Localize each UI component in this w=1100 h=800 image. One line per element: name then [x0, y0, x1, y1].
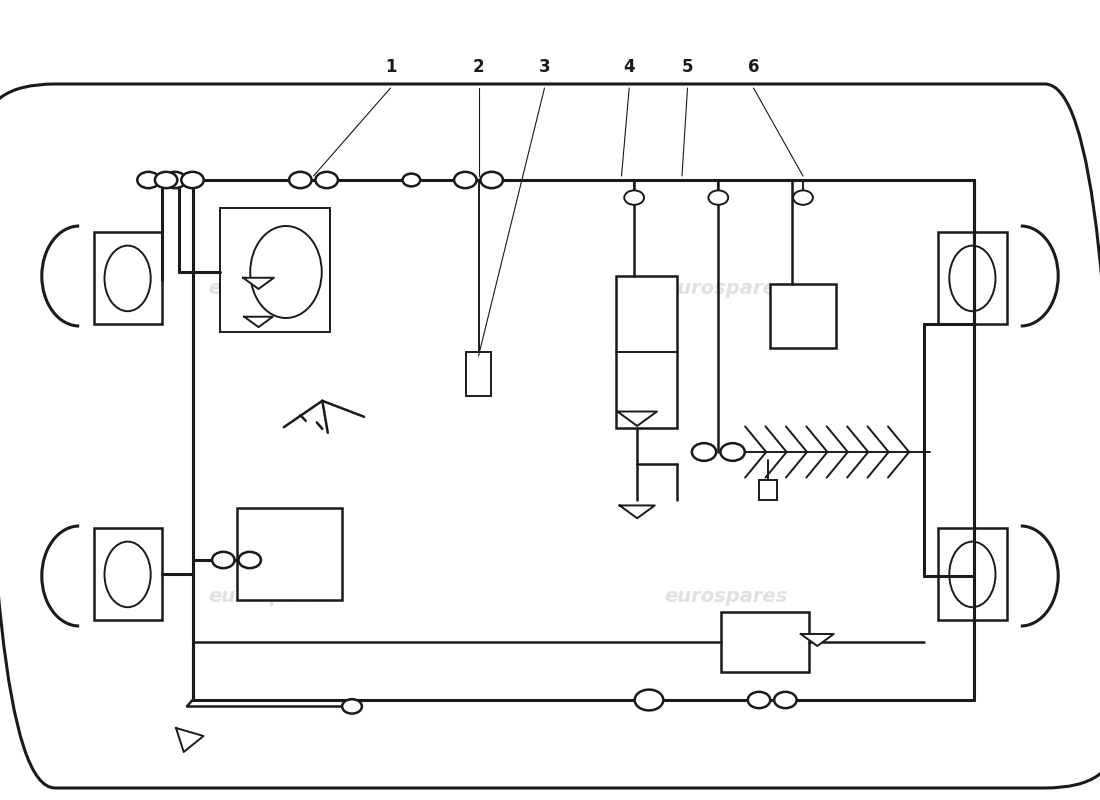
Bar	[466, 352, 491, 396]
Text: eurospares: eurospares	[208, 278, 331, 298]
Text: 3: 3	[539, 58, 550, 76]
Polygon shape	[801, 634, 834, 646]
Text: 6: 6	[748, 58, 759, 76]
Bar	[94, 232, 162, 324]
Circle shape	[481, 172, 503, 188]
Circle shape	[454, 172, 476, 188]
Bar	[759, 480, 777, 500]
Circle shape	[182, 172, 204, 188]
Circle shape	[289, 172, 311, 188]
Circle shape	[164, 172, 186, 188]
Bar	[220, 208, 330, 332]
Circle shape	[316, 172, 338, 188]
Circle shape	[212, 552, 234, 568]
Text: 1: 1	[385, 58, 396, 76]
Text: 5: 5	[682, 58, 693, 76]
Bar	[720, 612, 808, 672]
Text: 2: 2	[473, 58, 484, 76]
Circle shape	[635, 690, 663, 710]
Circle shape	[774, 692, 796, 708]
Circle shape	[748, 692, 770, 708]
Circle shape	[708, 190, 728, 205]
Circle shape	[625, 190, 644, 205]
Bar	[94, 528, 162, 620]
Polygon shape	[243, 278, 274, 289]
Circle shape	[720, 443, 745, 461]
Text: eurospares: eurospares	[208, 586, 331, 606]
Polygon shape	[617, 411, 657, 426]
Bar	[938, 528, 1006, 620]
Circle shape	[793, 190, 813, 205]
Circle shape	[342, 699, 362, 714]
Circle shape	[692, 443, 716, 461]
Text: eurospares: eurospares	[664, 278, 788, 298]
Polygon shape	[619, 506, 654, 518]
Bar	[616, 276, 676, 428]
Polygon shape	[176, 728, 204, 752]
Bar	[236, 508, 342, 600]
Circle shape	[403, 174, 420, 186]
Circle shape	[155, 172, 177, 188]
Polygon shape	[244, 317, 273, 327]
Circle shape	[239, 552, 261, 568]
Bar	[938, 232, 1006, 324]
Bar	[770, 284, 836, 348]
Text: eurospares: eurospares	[664, 586, 788, 606]
Text: 4: 4	[624, 58, 635, 76]
Circle shape	[138, 172, 160, 188]
